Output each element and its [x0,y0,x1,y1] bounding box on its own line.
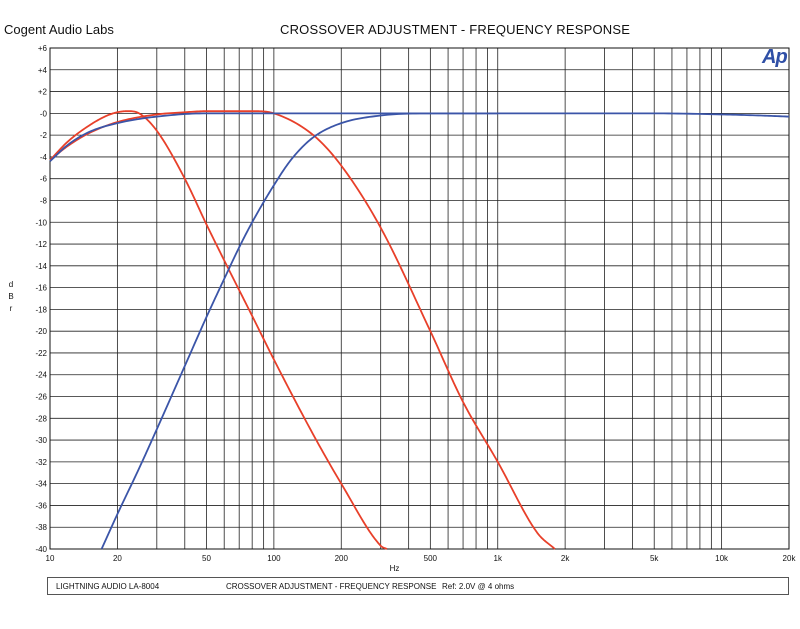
y-tick-label: -8 [40,196,48,205]
y-tick-label: +2 [38,88,48,97]
y-tick-label: -38 [35,523,47,532]
y-tick-label: -26 [35,393,47,402]
x-tick-label: 1k [494,554,503,563]
y-tick-label: -10 [35,218,47,227]
y-tick-label: -18 [35,305,47,314]
x-tick-label: 2k [561,554,570,563]
x-tick-label: 10k [715,554,729,563]
y-tick-label: -28 [35,414,47,423]
y-tick-label: +4 [38,66,48,75]
y-tick-label: -12 [35,240,47,249]
y-tick-label: -4 [40,153,48,162]
y-axis-label-letter: B [8,292,14,301]
footer-description: CROSSOVER ADJUSTMENT - FREQUENCY RESPONS… [226,582,437,591]
y-tick-label: -22 [35,349,47,358]
y-tick-label: -32 [35,458,47,467]
footer-bar: LIGHTNING AUDIO LA-8004 CROSSOVER ADJUST… [47,577,789,595]
ap-logo: Ap [762,46,788,68]
x-tick-label: 20 [113,554,122,563]
series-red-lowpass [49,110,388,550]
footer-reference: Ref: 2.0V @ 4 ohms [442,582,515,591]
x-tick-label: 20k [783,554,797,563]
x-tick-label: 50 [202,554,211,563]
y-tick-label: -2 [40,131,48,140]
y-tick-label: -14 [35,262,47,271]
y-tick-label: -34 [35,480,47,489]
y-tick-label: -0 [40,109,48,118]
y-tick-label: -36 [35,501,47,510]
series-blue-highpass [100,112,498,550]
y-tick-label: -16 [35,284,47,293]
y-axis-label-letter: r [9,304,13,313]
y-axis-label-letter: d [8,280,14,289]
x-tick-label: 200 [335,554,349,563]
x-tick-label: 100 [267,554,281,563]
x-axis-label: Hz [390,564,400,573]
x-tick-label: 500 [424,554,438,563]
y-tick-label: -20 [35,327,47,336]
company-name: Cogent Audio Labs [4,22,114,37]
y-tick-label: -30 [35,436,47,445]
footer-device: LIGHTNING AUDIO LA-8004 [56,582,160,591]
y-tick-label: -40 [35,545,47,554]
chart-title: CROSSOVER ADJUSTMENT - FREQUENCY RESPONS… [280,22,631,37]
y-tick-label: +6 [38,44,48,53]
x-tick-label: 10 [46,554,55,563]
series-blue-flat [49,112,790,162]
y-tick-label: -6 [40,175,48,184]
plot-frame [49,47,790,550]
x-tick-label: 5k [650,554,659,563]
y-tick-label: -24 [35,371,47,380]
